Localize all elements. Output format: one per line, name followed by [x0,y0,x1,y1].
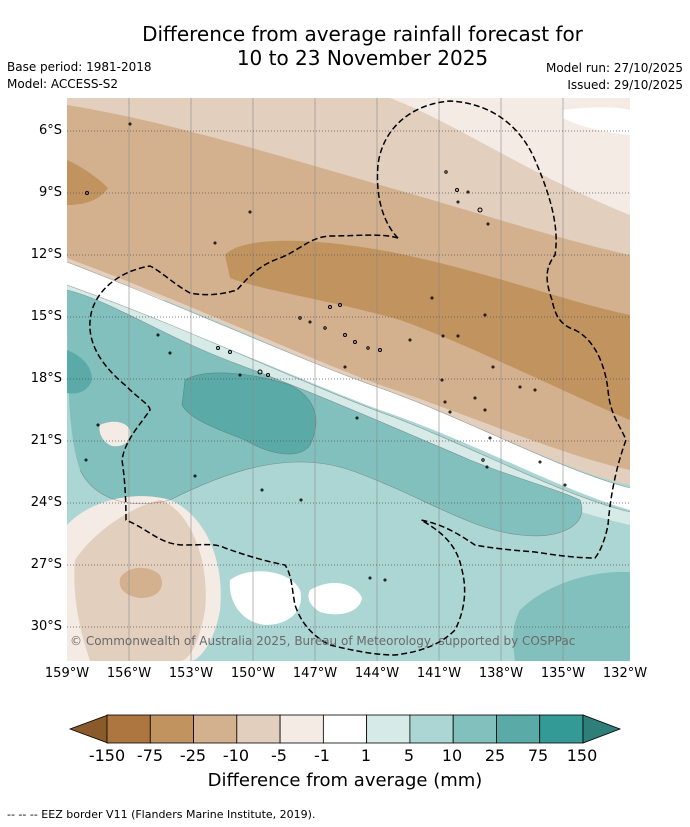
band-plus25-west [67,350,92,394]
lon-label-138w: 138°W [478,666,524,681]
graticule [128,98,564,661]
lat-label-30s: 30°S [30,619,62,634]
band-plus25-core [182,372,316,455]
meta-right: Model run: 27/10/2025 Issued: 29/10/2025 [546,60,683,94]
islands [84,122,567,582]
cb-tick-7: 5 [403,746,415,765]
lon-label-156w: 156°W [106,666,152,681]
patch-white-s [229,571,301,625]
issued-date: Issued: 29/10/2025 [567,78,683,92]
lon-label-144w: 144°W [354,666,400,681]
lon-label-147w: 147°W [292,666,338,681]
band-minus75-core [225,240,630,420]
eez-borders [89,100,627,656]
lon-label-153w: 153°W [168,666,214,681]
patch-white-s2 [308,583,362,615]
model-run: Model run: 27/10/2025 [545,61,683,75]
cb-tick-6: 1 [360,746,372,765]
lon-label-159w: 159°W [44,666,90,681]
cb-tick-8: 10 [441,746,463,765]
map-title: Difference from average rainfall forecas… [0,22,690,70]
lon-label-141w: 141°W [416,666,462,681]
patch-minus25-sw [119,567,162,598]
cb-tick-10: 75 [527,746,549,765]
cb-tick-11: 150 [566,746,598,765]
title-line-2: 10 to 23 November 2025 [236,46,489,70]
patch-pale-w [99,421,131,447]
lat-label-6s: 6°S [38,123,62,138]
latitude-lines [67,130,630,628]
lon-label-132w: 132°W [602,666,648,681]
patch-minus75-nw [67,160,108,205]
meta-left: Base period: 1981-2018 Model: ACCESS-S2 [7,59,152,93]
cb-tick-2: -25 [179,746,207,765]
band-plus10 [67,290,582,536]
copyright-notice: © Commonwealth of Australia 2025, Bureau… [70,634,576,648]
patch-white-ne [563,107,630,135]
cb-tick-4: -5 [271,746,287,765]
lon-label-150w: 150°W [230,666,276,681]
band-plus10-se [513,571,630,661]
lat-label-27s: 27°S [30,557,62,572]
lat-label-9s: 9°S [38,185,62,200]
contour-lines [67,261,630,537]
rainfall-field [67,98,630,661]
base-period: Base period: 1981-2018 [7,60,152,74]
cb-tick-3: -10 [222,746,250,765]
lon-label-135w: 135°W [540,666,586,681]
cb-tick-9: 25 [484,746,506,765]
lat-label-15s: 15°S [30,309,62,324]
eez-legend-note: -- -- -- EEZ border V11 (Flanders Marine… [7,808,316,821]
lat-label-24s: 24°S [30,495,62,510]
lat-label-21s: 21°S [30,433,62,448]
cb-tick-5: -1 [314,746,330,765]
cb-tick-0: -150 [88,746,126,765]
strip-neutral [67,262,630,510]
title-line-1: Difference from average rainfall forecas… [142,22,583,46]
cb-tick-1: -75 [136,746,164,765]
lat-label-18s: 18°S [30,371,62,386]
colorbar-title: Difference from average (mm) [207,770,483,791]
lat-label-12s: 12°S [30,247,62,262]
model-name: Model: ACCESS-S2 [7,77,119,91]
